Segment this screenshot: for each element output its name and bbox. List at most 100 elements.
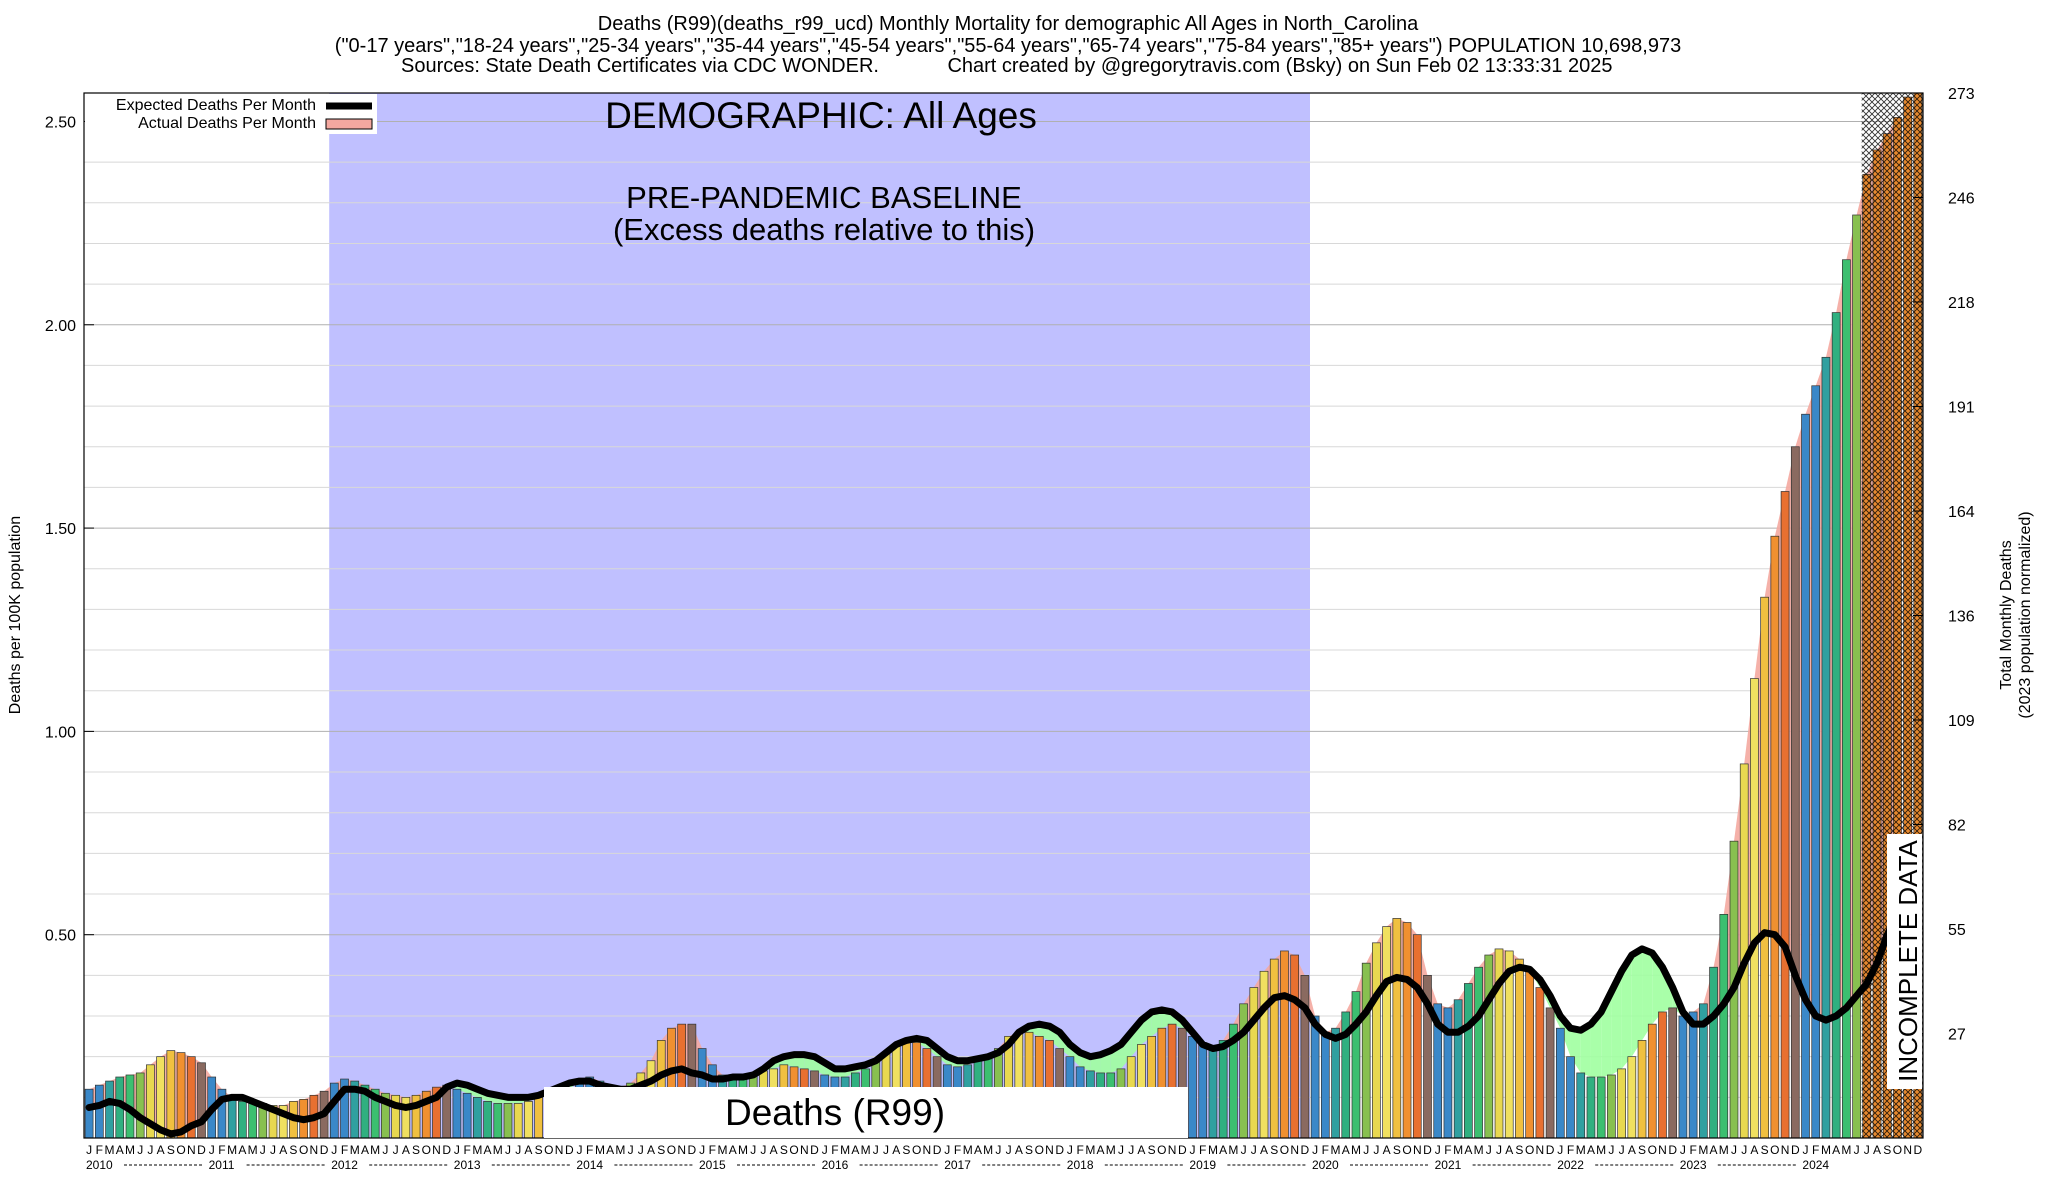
x-tick-label: A xyxy=(1464,1143,1472,1157)
x-tick-label: J xyxy=(270,1143,276,1157)
bar xyxy=(1709,966,1718,1139)
x-tick-label: J xyxy=(638,1143,644,1157)
x-tick-label: A xyxy=(1832,1143,1840,1157)
year-label: 2016 xyxy=(822,1158,849,1172)
bar xyxy=(1750,678,1759,1139)
bar xyxy=(503,1103,513,1139)
x-tick-label: M xyxy=(1474,1143,1484,1157)
x-tick-label: O xyxy=(912,1143,921,1157)
x-tick-label: N xyxy=(432,1143,441,1157)
bar xyxy=(1555,1027,1565,1139)
bar xyxy=(1617,1068,1626,1139)
fill-segment xyxy=(1631,948,1643,1057)
y2-tick-label: 27 xyxy=(1948,1027,1966,1044)
x-tick-label: M xyxy=(1208,1143,1218,1157)
bar xyxy=(1596,1076,1606,1139)
x-tick-label: J xyxy=(454,1143,460,1157)
x-tick-label: S xyxy=(902,1143,910,1157)
x-tick-label: J xyxy=(1864,1143,1870,1157)
bar xyxy=(1249,987,1259,1139)
y-axis-label: Deaths per 100K population xyxy=(7,516,24,714)
x-tick-label: A xyxy=(1260,1143,1268,1157)
bar xyxy=(84,1088,94,1139)
x-tick-label: S xyxy=(657,1143,665,1157)
x-tick-label: S xyxy=(1638,1143,1646,1157)
year-label: 2019 xyxy=(1189,1158,1216,1172)
x-tick-label: O xyxy=(1035,1143,1044,1157)
x-tick-label: F xyxy=(463,1143,470,1157)
x-tick-label: O xyxy=(299,1143,308,1157)
bar xyxy=(1535,987,1545,1139)
bar xyxy=(1208,1048,1218,1139)
x-tick-label: J xyxy=(505,1143,511,1157)
x-tick-label: J xyxy=(1190,1143,1196,1157)
x-tick-label: M xyxy=(248,1143,258,1157)
x-tick-label: J xyxy=(995,1143,1001,1157)
bar xyxy=(1658,1011,1667,1139)
x-tick-label: S xyxy=(1883,1143,1891,1157)
year-label: 2010 xyxy=(86,1158,113,1172)
x-tick-label: O xyxy=(1770,1143,1779,1157)
x-tick-label: S xyxy=(412,1143,420,1157)
bar xyxy=(1586,1076,1596,1139)
x-tick-label: D xyxy=(1668,1143,1677,1157)
bar xyxy=(1484,954,1494,1139)
x-tick-label: A xyxy=(729,1143,737,1157)
chart-title: Deaths (R99)(deaths_r99_ucd) Monthly Mor… xyxy=(598,13,1419,35)
y-tick-label: 1.50 xyxy=(45,521,76,538)
y-tick-label: 2.50 xyxy=(45,114,76,131)
y2-tick-label: 164 xyxy=(1948,504,1975,521)
x-tick-label: O xyxy=(176,1143,185,1157)
x-tick-label: F xyxy=(1199,1143,1206,1157)
x-tick-label: A xyxy=(524,1143,532,1157)
x-tick-label: J xyxy=(1241,1143,1247,1157)
bar xyxy=(1545,1007,1555,1139)
x-tick-label: N xyxy=(1781,1143,1790,1157)
y2-tick-label: 136 xyxy=(1948,609,1975,626)
sources-note: Sources: State Death Certificates via CD… xyxy=(401,55,879,77)
bar xyxy=(1290,954,1300,1139)
x-tick-label: O xyxy=(1280,1143,1289,1157)
bar xyxy=(1188,1035,1197,1139)
x-tick-label: J xyxy=(699,1143,705,1157)
bar xyxy=(94,1084,104,1139)
bar xyxy=(1647,1023,1657,1139)
x-tick-label: M xyxy=(1596,1143,1606,1157)
x-tick-label: M xyxy=(1719,1143,1729,1157)
x-tick-label: M xyxy=(595,1143,605,1157)
bar xyxy=(462,1092,472,1139)
y2-tick-label: 273 xyxy=(1948,86,1975,103)
x-tick-label: A xyxy=(1342,1143,1350,1157)
x-tick-label: N xyxy=(555,1143,564,1157)
cause-label: Deaths (R99) xyxy=(725,1092,945,1133)
x-tick-label: J xyxy=(1118,1143,1124,1157)
bar xyxy=(1566,1056,1575,1139)
bar xyxy=(1688,1011,1698,1139)
fill-segment xyxy=(1590,1011,1602,1078)
x-tick-label: M xyxy=(370,1143,380,1157)
x-tick-label: M xyxy=(1331,1143,1341,1157)
bar xyxy=(1607,1074,1616,1139)
x-tick-label: M xyxy=(1453,1143,1463,1157)
expected-line xyxy=(85,910,1901,1138)
x-tick-label: J xyxy=(1741,1143,1747,1157)
fill-segment xyxy=(1120,1032,1132,1069)
bar xyxy=(1412,934,1422,1139)
x-tick-label: S xyxy=(1393,1143,1401,1157)
bar xyxy=(1515,958,1524,1139)
x-tick-label: J xyxy=(86,1143,92,1157)
x-tick-label: J xyxy=(1496,1143,1502,1157)
x-tick-label: N xyxy=(1045,1143,1054,1157)
x-tick-label: M xyxy=(125,1143,135,1157)
x-tick-label: J xyxy=(1486,1143,1492,1157)
bar xyxy=(248,1103,257,1139)
x-tick-label: D xyxy=(320,1143,329,1157)
x-tick-label: D xyxy=(1055,1143,1064,1157)
x-tick-label: A xyxy=(1015,1143,1023,1157)
x-tick-label: J xyxy=(137,1143,143,1157)
y2-tick-label: 191 xyxy=(1948,400,1975,417)
x-tick-label: O xyxy=(1402,1143,1411,1157)
x-tick-label: N xyxy=(800,1143,809,1157)
bar xyxy=(1300,975,1310,1139)
